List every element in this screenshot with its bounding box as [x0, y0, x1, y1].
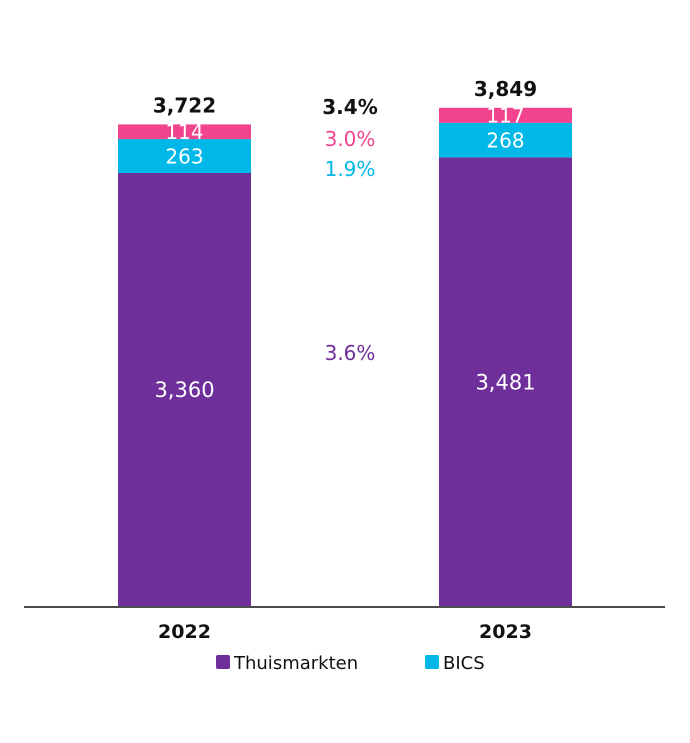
data-label-third-segment-2022: 114 [165, 120, 203, 144]
data-label-thuismarkten-2022: 3,360 [154, 378, 214, 402]
bar-thuismarkten-2022 [118, 173, 251, 606]
x-tick-label-2023: 2023 [479, 621, 532, 643]
legend-swatch-bics [425, 655, 439, 669]
growth-label-bics: 1.9% [325, 157, 376, 181]
legend-label-thuismarkten: Thuismarkten [233, 653, 358, 674]
data-label-third-segment-2023: 117 [486, 104, 524, 128]
total-label-2022: 3,722 [153, 93, 216, 117]
legend-label-bics: BICS [443, 653, 485, 674]
bar-third-segment-2023 [439, 107, 572, 123]
total-growth-label: 3.4% [322, 95, 377, 119]
growth-label-third-segment: 3.0% [325, 127, 376, 151]
growth-label-thuismarkten: 3.6% [325, 341, 376, 365]
total-label-2023: 3,849 [474, 77, 537, 101]
bar-thuismarkten-2023 [439, 157, 572, 606]
x-tick-label-2022: 2022 [158, 621, 211, 643]
data-label-thuismarkten-2023: 3,481 [475, 370, 535, 394]
bar-bics-2023 [439, 122, 572, 158]
bar-third-segment-2022 [118, 124, 251, 140]
data-label-bics-2023: 268 [486, 128, 524, 152]
data-label-bics-2022: 263 [165, 144, 203, 168]
legend-swatch-thuismarkten [216, 655, 230, 669]
bar-bics-2022 [118, 139, 251, 173]
